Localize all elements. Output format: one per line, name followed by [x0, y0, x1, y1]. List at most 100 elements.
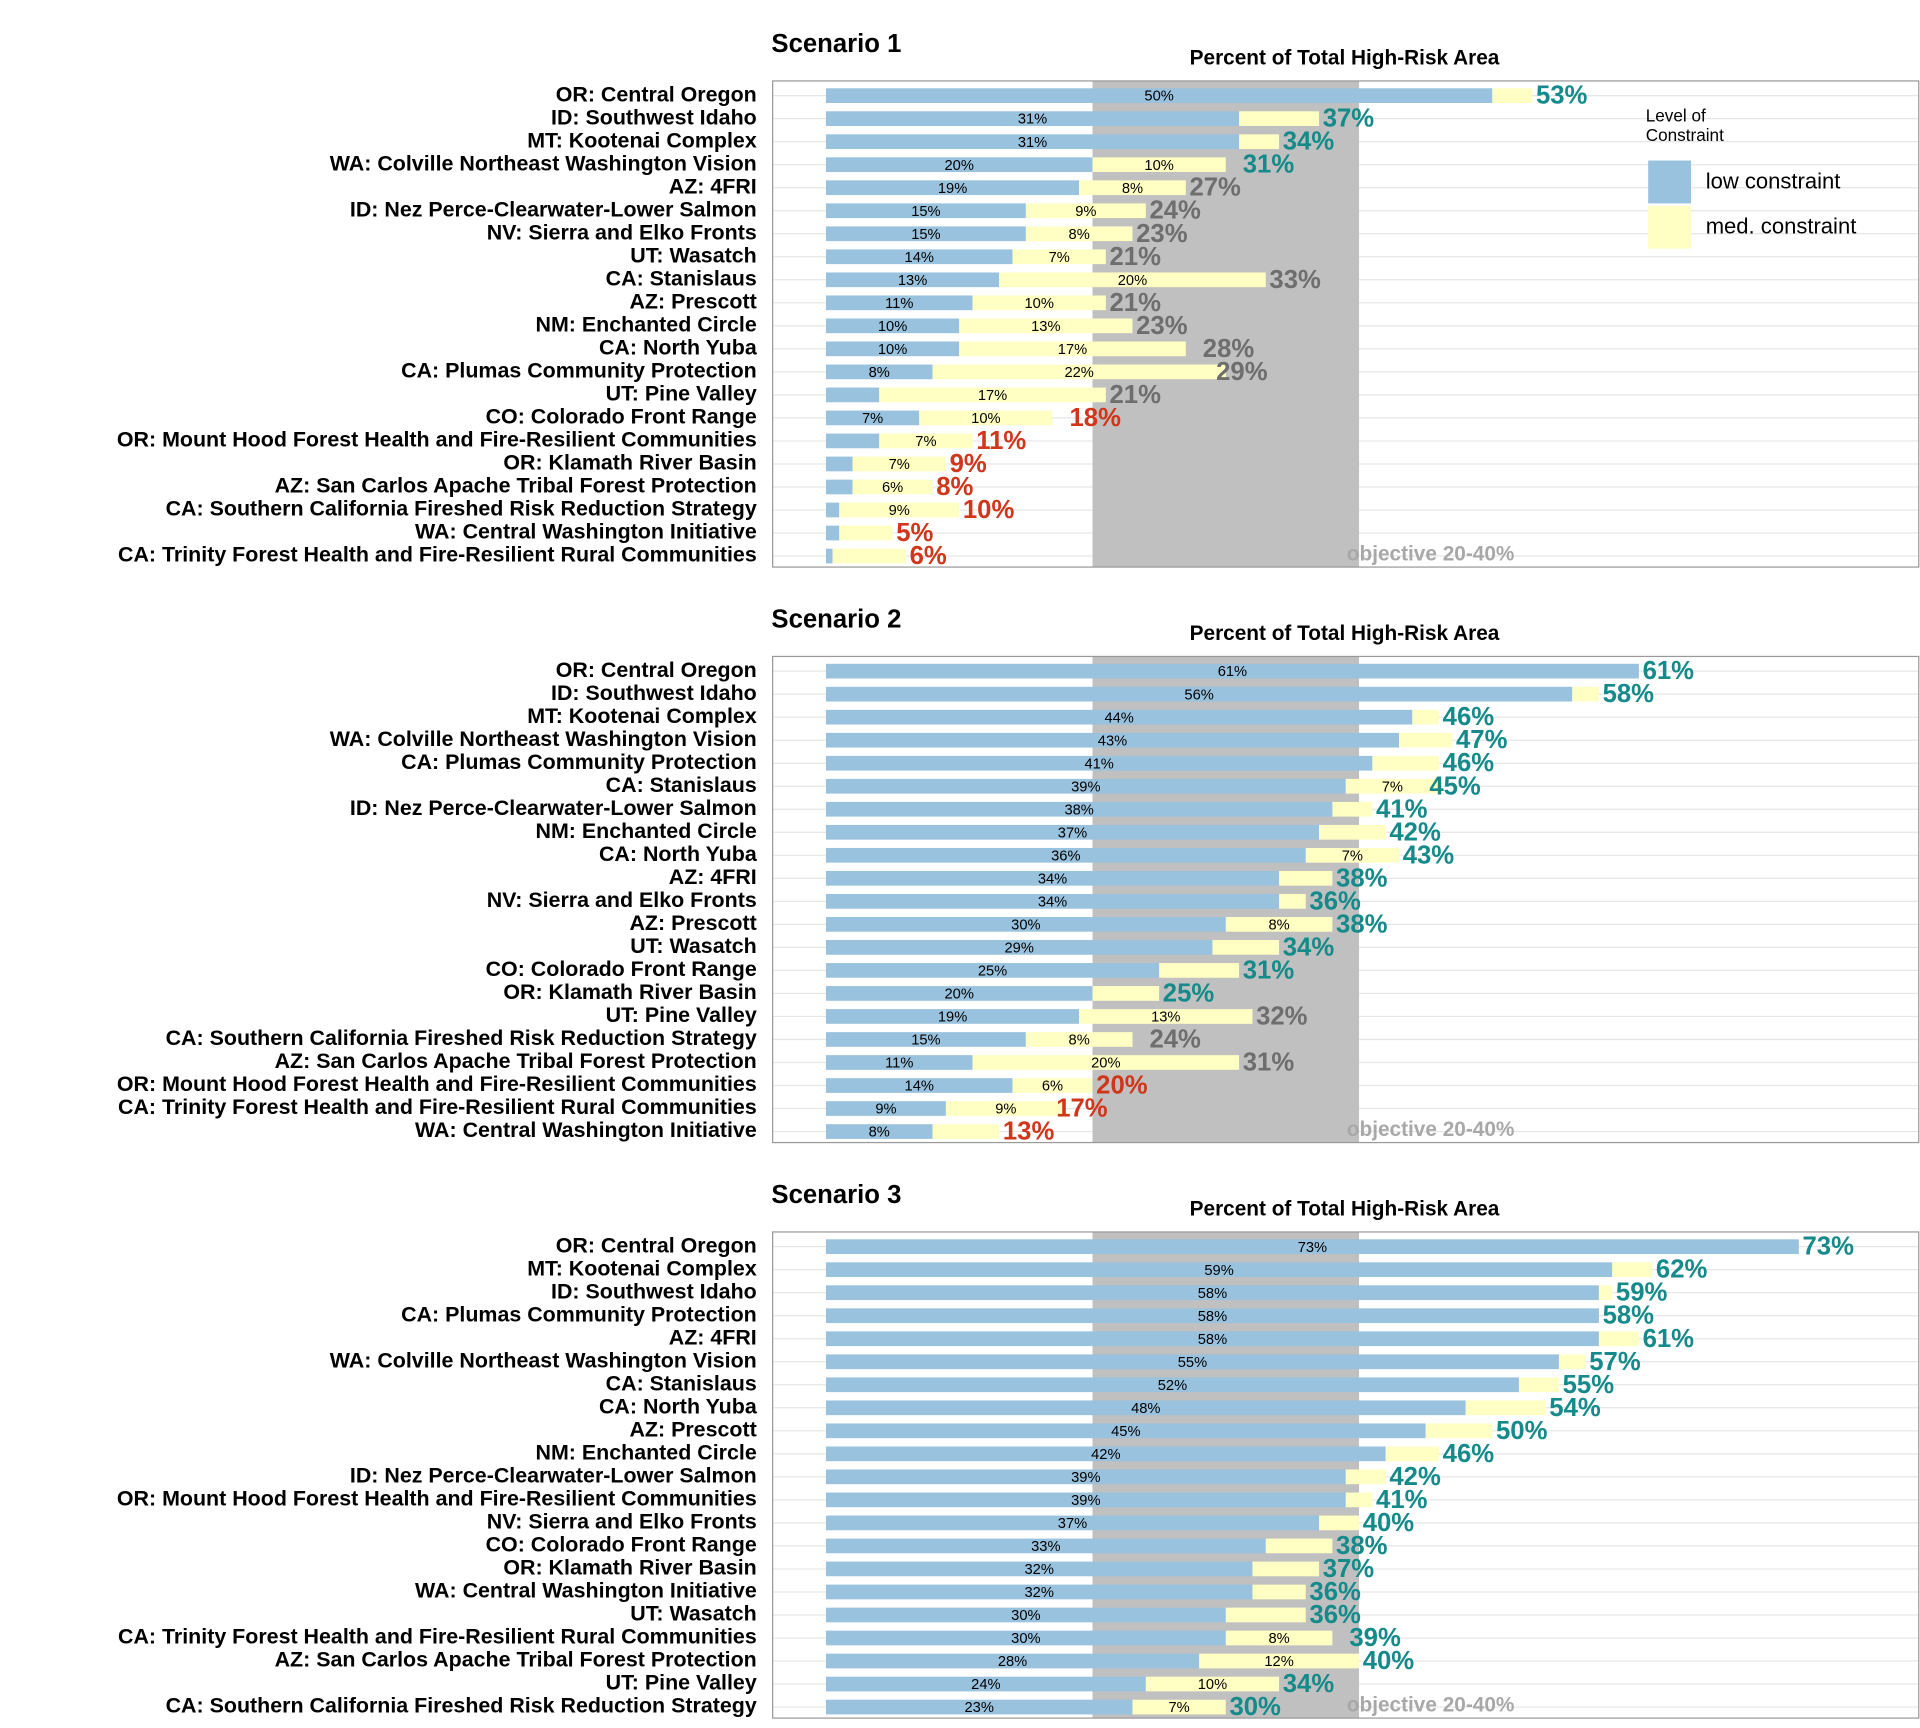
segment-label: 50% — [1144, 89, 1173, 105]
bar-segment — [825, 1400, 1466, 1416]
total-label: 57% — [1589, 1348, 1641, 1376]
category-label: CA: North Yuba — [599, 1394, 758, 1418]
bar-segment — [825, 778, 1346, 794]
total-label: 46% — [1443, 749, 1495, 777]
total-label: 40% — [1363, 1509, 1415, 1537]
segment-label: 13% — [898, 273, 927, 289]
bar-segment — [825, 1124, 933, 1139]
bar-segment — [1305, 847, 1400, 863]
category-label: WA: Colville Northeast Washington Vision — [330, 1348, 757, 1372]
segment-label: 55% — [1178, 1355, 1207, 1371]
bar-segment — [825, 456, 853, 472]
bar-segment — [879, 433, 973, 449]
category-label: OR: Klamath River Basin — [503, 451, 756, 475]
category-label: CA: Trinity Forest Health and Fire-Resil… — [118, 1625, 757, 1649]
category-label: AZ: 4FRI — [669, 1325, 757, 1349]
bar-segment — [839, 502, 960, 518]
bar-segment — [972, 295, 1106, 311]
category-label: AZ: San Carlos Apache Tribal Forest Prot… — [275, 474, 757, 498]
category-label: UT: Wasatch — [630, 934, 756, 958]
objective-label: objective 20-40% — [1347, 1118, 1515, 1141]
category-label: AZ: 4FRI — [669, 865, 757, 889]
bar-segment — [825, 1515, 1320, 1531]
legend-label: med. constraint — [1706, 214, 1857, 239]
category-label: ID: Nez Perce-Clearwater-Lower Salmon — [350, 796, 757, 820]
bar-segment — [919, 410, 1053, 426]
segment-label: 15% — [911, 227, 940, 243]
bar-segment — [825, 709, 1413, 725]
bar-segment — [1252, 1584, 1306, 1600]
segment-label: 19% — [938, 1010, 967, 1026]
category-label: ID: Nez Perce-Clearwater-Lower Salmon — [350, 197, 757, 221]
category-label: UT: Pine Valley — [606, 1671, 757, 1695]
segment-label: 34% — [1038, 871, 1067, 887]
category-label: CO: Colorado Front Range — [486, 957, 757, 981]
bar-segment — [1025, 226, 1133, 242]
category-label: CO: Colorado Front Range — [486, 405, 757, 429]
bar-segment — [1279, 870, 1333, 886]
bar-segment — [1145, 1676, 1280, 1692]
segment-label: 56% — [1184, 687, 1213, 703]
total-label: 41% — [1376, 795, 1428, 823]
panel: Scenario 2 Percent of Total High-Risk Are… — [117, 606, 1920, 1146]
category-label: OR: Mount Hood Forest Health and Fire-Re… — [117, 428, 757, 452]
segment-label: 52% — [1158, 1378, 1187, 1394]
segment-label: 73% — [1298, 1240, 1327, 1256]
total-label: 32% — [1256, 1002, 1308, 1030]
segment-label: 28% — [998, 1654, 1027, 1670]
total-label: 61% — [1643, 1325, 1695, 1353]
category-label: AZ: Prescott — [629, 911, 756, 935]
bar-segment — [1225, 1607, 1306, 1623]
segment-label: 59% — [1204, 1263, 1233, 1279]
bar-segment — [825, 1032, 1026, 1047]
segment-label: 8% — [869, 1125, 890, 1141]
segment-label: 19% — [938, 181, 967, 197]
total-label: 34% — [1283, 933, 1335, 961]
total-label: 10% — [963, 496, 1015, 524]
total-label: 18% — [1070, 404, 1122, 432]
bar-segment — [972, 1055, 1240, 1070]
category-label: UT: Pine Valley — [606, 1003, 757, 1027]
segment-label: 58% — [1198, 1309, 1227, 1325]
segment-label: 42% — [1091, 1447, 1120, 1463]
bar-segment — [1132, 1699, 1226, 1715]
segment-label: 8% — [1069, 227, 1090, 243]
bar-segment — [825, 1423, 1426, 1439]
total-label: 47% — [1456, 726, 1508, 754]
bar-segment — [832, 548, 906, 564]
bar-segment — [1518, 1377, 1559, 1393]
bar-segment — [825, 341, 960, 357]
bar-segment — [1399, 732, 1453, 748]
segment-label: 39% — [1071, 1470, 1100, 1486]
bar-segment — [825, 88, 1493, 103]
bar-segment — [825, 272, 1000, 288]
panel-title: Scenario 3 — [771, 1181, 901, 1209]
bar-segment — [825, 502, 840, 518]
segment-label: 20% — [945, 987, 974, 1003]
total-label: 62% — [1656, 1256, 1708, 1284]
bar-segment — [1319, 1515, 1360, 1531]
category-label: OR: Central Oregon — [556, 82, 757, 106]
bar-segment — [825, 1538, 1266, 1554]
panel-title: Scenario 1 — [771, 30, 901, 58]
panel-title: Scenario 2 — [771, 606, 901, 634]
bar-segment — [825, 986, 1093, 1001]
total-label: 34% — [1283, 128, 1335, 156]
bar-segment — [825, 249, 1013, 265]
total-label: 37% — [1323, 1555, 1375, 1583]
objective-label: objective 20-40% — [1347, 1693, 1515, 1716]
segment-label: 8% — [1268, 917, 1289, 933]
bar-segment — [1492, 88, 1533, 103]
total-label: 21% — [1110, 289, 1162, 317]
bar-segment — [825, 1078, 1013, 1093]
total-label: 37% — [1323, 105, 1375, 133]
segment-label: 36% — [1051, 848, 1080, 864]
total-label: 6% — [910, 542, 947, 570]
segment-label: 30% — [1011, 917, 1040, 933]
total-label: 58% — [1603, 1302, 1655, 1330]
total-label: 31% — [1243, 1049, 1295, 1077]
category-label: WA: Colville Northeast Washington Vision — [330, 727, 757, 751]
total-label: 36% — [1309, 1601, 1361, 1629]
bar-segment — [852, 456, 946, 472]
bar-segment — [1012, 1078, 1093, 1093]
